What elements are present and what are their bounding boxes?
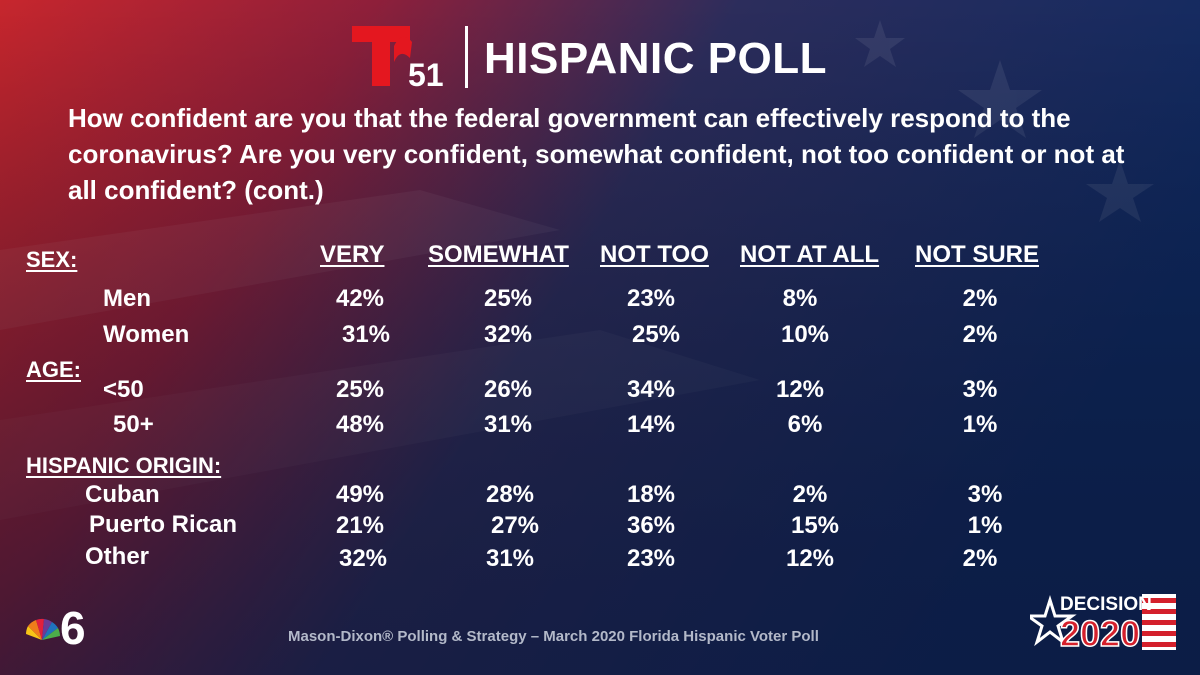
cell-men-very: 42% [335, 285, 385, 312]
cell-other-not-sure: 2% [962, 545, 998, 572]
cell-cuban-not-sure: 3% [967, 481, 1003, 508]
col-header-not-too: NOT TOO [600, 241, 709, 268]
cell-women-not-too: 25% [631, 321, 681, 348]
cell-50plus-not-at-all: 6% [787, 411, 823, 438]
group-label-hispanic-origin: HISPANIC ORIGIN: [26, 453, 222, 478]
cell-women-not-sure: 2% [962, 321, 998, 348]
group-label-sex: SEX: [26, 247, 78, 272]
cell-cuban-somewhat: 28% [485, 481, 535, 508]
row-label-under-50: <50 [103, 376, 144, 403]
row-label-puerto-rican: Puerto Rican [89, 511, 238, 538]
svg-text:6: 6 [60, 602, 86, 648]
poll-title: HISPANIC POLL [484, 34, 828, 83]
cell-other-somewhat: 31% [485, 545, 535, 572]
cell-50plus-not-sure: 1% [962, 411, 998, 438]
telemundo-51-logo: 51 [352, 26, 444, 92]
cell-pr-not-too: 36% [626, 512, 676, 539]
cell-other-very: 32% [338, 545, 388, 572]
cell-under50-not-at-all: 12% [775, 376, 825, 403]
row-label-50-plus: 50+ [113, 411, 154, 438]
brand-number: 51 [408, 57, 444, 92]
nbc-6-logo: 6 [26, 602, 86, 648]
cell-pr-not-at-all: 15% [790, 512, 840, 539]
cell-50plus-very: 48% [335, 411, 385, 438]
cell-under50-not-sure: 3% [962, 376, 998, 403]
decision-word: DECISION [1060, 594, 1152, 615]
cell-other-not-too: 23% [626, 545, 676, 572]
cell-women-very: 31% [341, 321, 391, 348]
row-label-cuban: Cuban [85, 481, 160, 508]
col-header-not-sure: NOT SURE [915, 241, 1040, 268]
col-header-not-at-all: NOT AT ALL [740, 241, 880, 268]
cell-pr-not-sure: 1% [967, 512, 1003, 539]
cell-other-not-at-all: 12% [785, 545, 835, 572]
cell-men-not-too: 23% [626, 285, 676, 312]
poll-question: How confident are you that the federal g… [68, 103, 1125, 205]
cell-women-not-at-all: 10% [780, 321, 830, 348]
cell-men-somewhat: 25% [483, 285, 533, 312]
cell-50plus-somewhat: 31% [483, 411, 533, 438]
cell-under50-somewhat: 26% [483, 376, 533, 403]
row-label-men: Men [103, 285, 151, 312]
row-label-women: Women [103, 321, 190, 348]
decision-2020-logo: DECISION 2020 [1030, 594, 1176, 654]
cell-50plus-not-too: 14% [626, 411, 676, 438]
source-attribution: Mason-Dixon® Polling & Strategy – March … [288, 628, 819, 645]
cell-men-not-sure: 2% [962, 285, 998, 312]
cell-pr-very: 21% [335, 512, 385, 539]
col-header-very: VERY [320, 241, 385, 268]
cell-under50-very: 25% [335, 376, 385, 403]
decision-year: 2020 [1060, 613, 1140, 654]
cell-cuban-very: 49% [335, 481, 385, 508]
cell-men-not-at-all: 8% [782, 285, 818, 312]
cell-women-somewhat: 32% [483, 321, 533, 348]
row-label-other: Other [85, 543, 150, 570]
cell-pr-somewhat: 27% [490, 512, 540, 539]
group-label-age: AGE: [26, 357, 81, 382]
cell-under50-not-too: 34% [626, 376, 676, 403]
col-header-somewhat: SOMEWHAT [428, 241, 569, 268]
cell-cuban-not-at-all: 2% [792, 481, 828, 508]
cell-cuban-not-too: 18% [626, 481, 676, 508]
header-divider [465, 26, 468, 88]
